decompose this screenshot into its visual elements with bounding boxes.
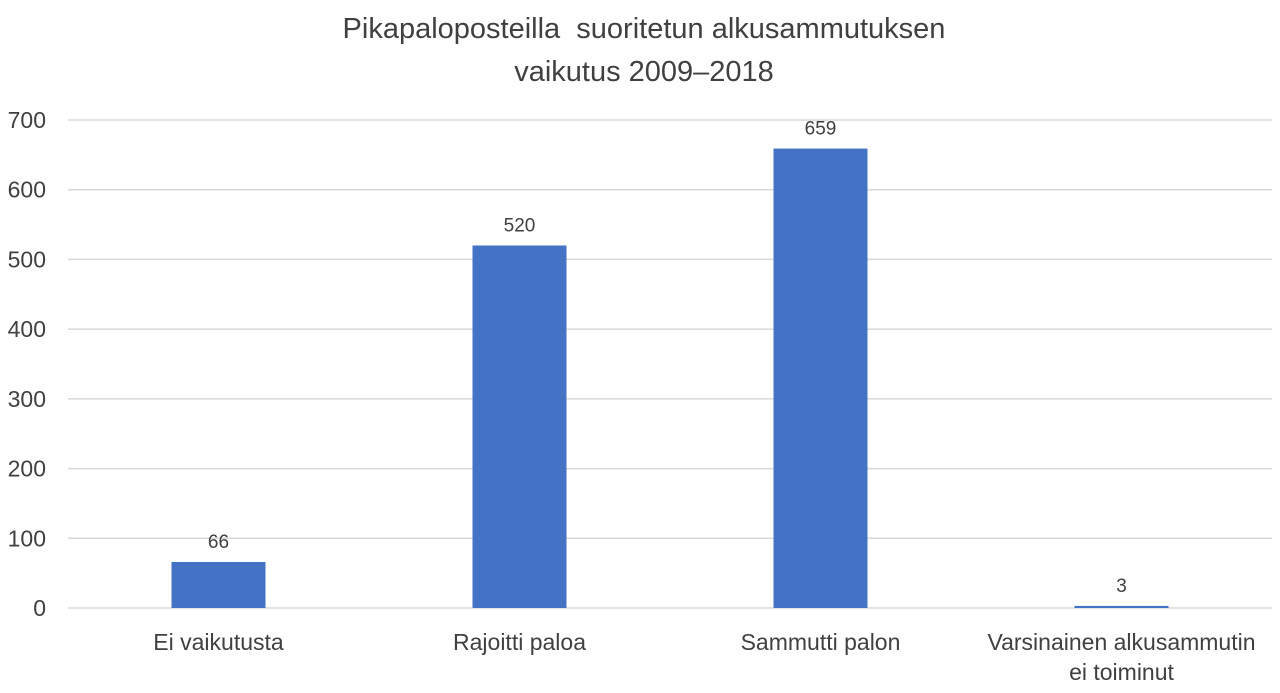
data-label: 66 <box>208 532 229 553</box>
x-axis-category-labels: Ei vaikutusta Rajoitti paloa Sammutti palo… <box>153 629 1255 685</box>
y-tick-label: 400 <box>8 316 46 342</box>
y-tick-label: 600 <box>8 177 46 203</box>
category-label: Sammutti palon <box>741 629 901 655</box>
y-tick-label: 300 <box>8 386 46 412</box>
y-tick-label: 700 <box>8 107 46 133</box>
category-label: Ei vaikutusta <box>153 629 284 655</box>
data-label: 520 <box>504 215 536 236</box>
y-tick-label: 500 <box>8 246 46 272</box>
bar <box>773 148 868 608</box>
chart-title-line: Pikapaloposteilla suoritetun alkusammutu… <box>343 13 946 45</box>
bar <box>1074 605 1169 608</box>
data-label: 659 <box>805 119 837 140</box>
gridlines <box>68 119 1272 609</box>
bars <box>171 148 1169 608</box>
y-axis-tick-labels: 0 100 200 300 400 500 600 700 <box>8 107 46 621</box>
y-tick-label: 200 <box>8 456 46 482</box>
category-label: Varsinainen alkusammutin <box>987 629 1255 655</box>
y-tick-label: 0 <box>33 595 46 621</box>
chart-title-line: vaikutus 2009–2018 <box>514 56 774 88</box>
data-labels: 66 520 659 3 <box>208 119 1127 597</box>
data-label: 3 <box>1116 576 1127 597</box>
y-tick-label: 100 <box>8 525 46 551</box>
chart-title: Pikapaloposteilla suoritetun alkusammutu… <box>343 13 946 88</box>
category-label: ei toiminut <box>1069 659 1174 685</box>
category-label: Rajoitti paloa <box>453 629 586 655</box>
bar <box>171 561 266 608</box>
bar <box>472 245 567 608</box>
